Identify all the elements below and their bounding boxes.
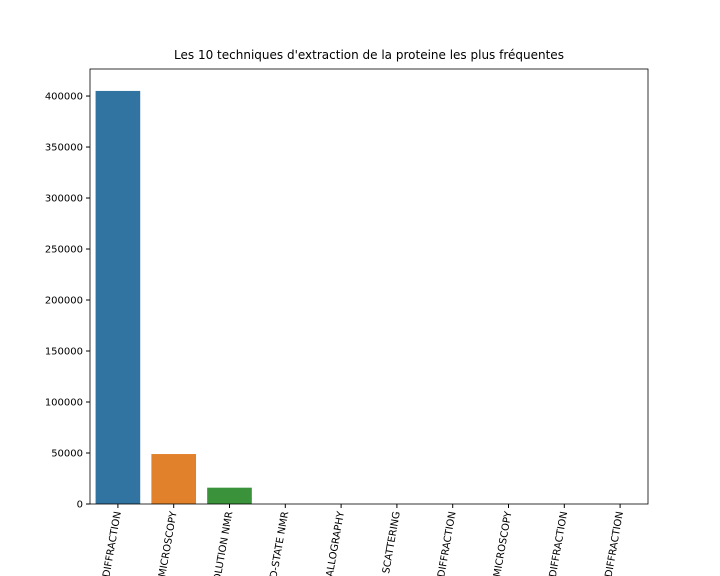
x-tick-label: ALLOGRAPHY	[325, 510, 347, 576]
plot-frame	[89, 68, 649, 505]
y-tick-label: 350000	[45, 143, 83, 154]
y-tick-label: 0	[77, 500, 83, 511]
x-tick-label: SCATTERING	[381, 511, 403, 575]
y-tick-label: 150000	[45, 347, 83, 358]
x-tick-label: D-STATE NMR	[269, 511, 292, 576]
y-tick-label: 100000	[45, 398, 83, 409]
x-tick-label: DIFFRACTION	[604, 511, 626, 576]
y-tick-label: 200000	[45, 296, 83, 307]
y-tick-label: 50000	[51, 449, 83, 460]
x-tick-label: MICROSCOPY	[492, 510, 515, 576]
bar	[95, 90, 141, 504]
y-tick-label: 250000	[45, 245, 83, 256]
chart-title: Les 10 techniques d'extraction de la pro…	[174, 48, 564, 62]
x-tick-label: DIFFRACTION	[101, 511, 123, 576]
x-tick-label: DIFFRACTION	[436, 511, 458, 576]
x-tick-label: DIFFRACTION	[548, 511, 570, 576]
bar	[151, 454, 197, 504]
x-tick-label: OLUTION NMR	[212, 511, 235, 576]
x-tick-label: MICROSCOPY	[157, 510, 180, 576]
y-tick-label: 300000	[45, 194, 83, 205]
y-tick-label: 400000	[45, 92, 83, 103]
bar	[207, 487, 252, 504]
